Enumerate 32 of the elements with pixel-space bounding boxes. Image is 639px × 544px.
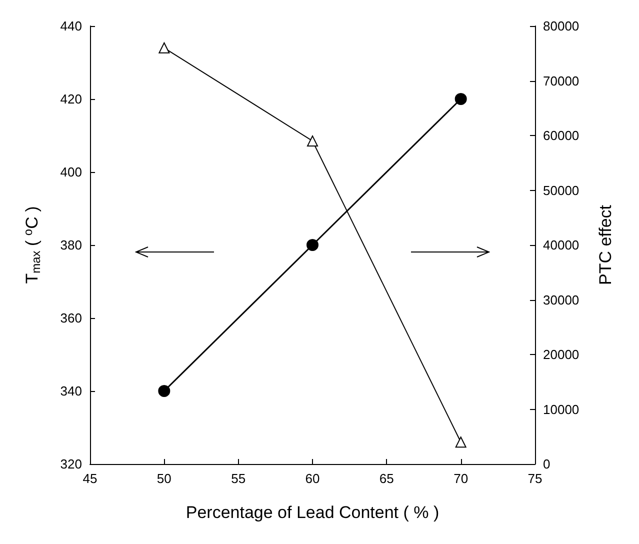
y2-tick-label: 50000 [543,182,580,198]
x-tick-label: 50 [156,471,172,486]
y-axis-title: Tmax ( oC ) [21,206,43,284]
point [454,93,467,105]
y2-tick-label: 70000 [543,73,580,88]
x-tick-label: 70 [454,471,468,486]
point [455,436,466,448]
y2-tick-label: 80000 [543,18,580,34]
y2-tick-label: 0 [543,456,550,472]
y-tick-label: 440 [60,18,82,34]
y-tick-label: 400 [60,164,82,180]
y-tick-label: 320 [60,456,82,472]
x-tick-label: 65 [379,471,394,486]
y-tick-label: 420 [60,92,82,106]
point [158,42,170,54]
y-tick-label: 360 [60,310,82,326]
y2-tick-label: 20000 [543,347,580,362]
x-tick-label: 45 [82,471,98,486]
x-axis-title: Percentage of Lead Content ( % ) [186,503,440,522]
point [307,135,318,146]
y-tick-label: 340 [60,384,82,398]
point [158,385,170,397]
y2-tick-label: 30000 [543,292,580,308]
y2-axis-title: PTC effect [596,204,615,285]
point [306,239,318,251]
y2-tick-label: 40000 [543,238,580,252]
y-tick-label: 380 [60,238,82,252]
x-tick-label: 55 [231,471,246,486]
y2-tick-label: 60000 [543,128,580,143]
x-tick-label: 75 [528,471,542,486]
y2-tick-label: 10000 [543,402,580,417]
x-tick-label: 60 [305,471,320,486]
